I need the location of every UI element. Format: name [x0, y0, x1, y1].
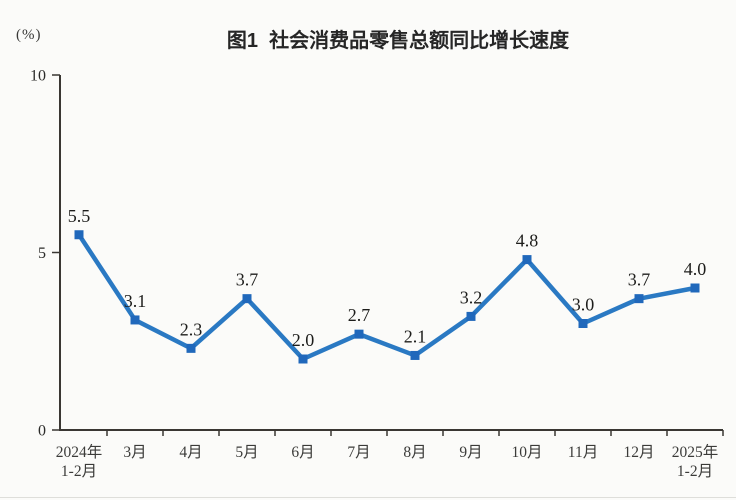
data-point-label: 2.3 [180, 319, 203, 339]
data-point-marker [634, 294, 644, 304]
page-divider [0, 497, 736, 498]
x-axis-category-label: 2024年 1-2月 [56, 443, 103, 480]
data-point-marker [354, 329, 364, 339]
y-axis-tick-label: 10 [30, 68, 46, 85]
data-point-marker [242, 294, 252, 304]
data-point-label: 4.0 [684, 259, 707, 279]
y-axis-tick-label: 0 [38, 423, 46, 440]
data-point-label: 4.8 [516, 231, 539, 251]
x-axis-category-label: 5月 [235, 444, 258, 461]
data-point-label: 3.0 [572, 295, 595, 315]
x-axis-category-label: 12月 [623, 444, 654, 461]
data-point-label: 5.5 [68, 206, 91, 226]
chart-title: 图1 社会消费品零售总额同比增长速度 [226, 30, 570, 52]
data-point-marker [186, 343, 196, 353]
x-axis-category-label: 7月 [347, 444, 370, 461]
y-axis-unit-label: (%) [16, 27, 42, 43]
y-axis-tick-label: 5 [38, 245, 46, 262]
x-axis-category-label: 3月 [123, 444, 146, 461]
series-line [76, 232, 698, 362]
data-point-label: 3.1 [124, 291, 147, 311]
x-axis-category-label: 2025年 1-2月 [672, 443, 719, 480]
x-axis-category-label: 4月 [179, 444, 202, 461]
data-point-label: 3.2 [460, 287, 483, 307]
data-point-marker [578, 319, 588, 328]
data-point-marker [74, 230, 84, 240]
data-point-marker [130, 315, 140, 325]
data-point-label: 2.0 [292, 330, 315, 350]
x-axis-category-label: 9月 [459, 444, 482, 461]
x-axis-category-label: 11月 [568, 444, 598, 461]
data-point-label: 2.1 [404, 326, 427, 346]
data-point-label: 3.7 [236, 270, 259, 290]
data-point-marker [522, 255, 532, 265]
x-axis-category-label: 6月 [291, 444, 314, 461]
data-point-marker [690, 283, 700, 293]
x-axis-category-label: 8月 [403, 444, 426, 461]
data-point-label: 3.7 [628, 270, 651, 290]
x-axis-category-label: 10月 [511, 444, 542, 461]
data-point-marker [298, 354, 308, 364]
data-point-label: 2.7 [348, 305, 371, 325]
data-point-marker [466, 311, 476, 321]
data-point-marker [410, 350, 420, 360]
